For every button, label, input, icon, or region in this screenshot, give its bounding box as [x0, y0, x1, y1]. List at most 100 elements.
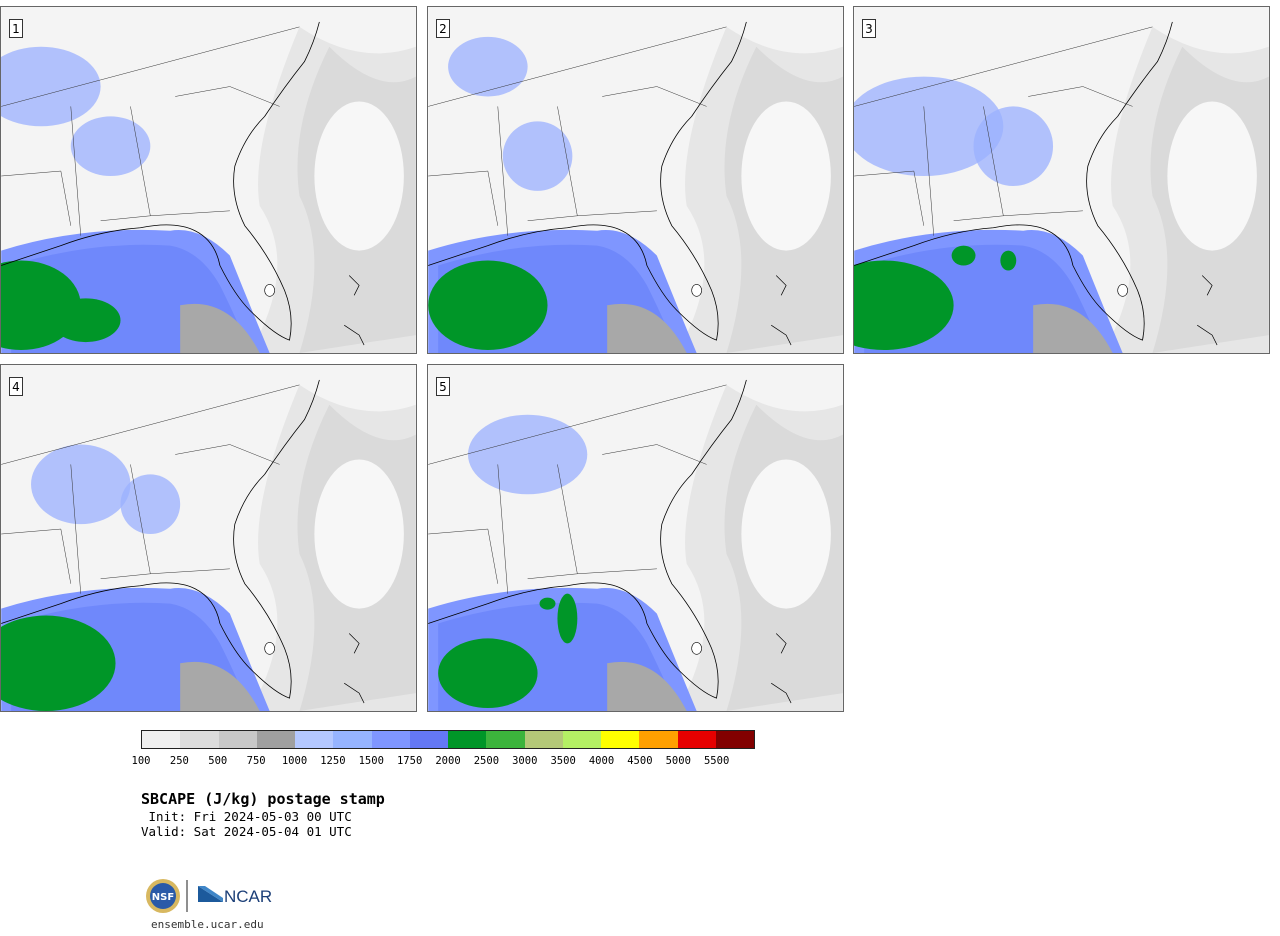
islands — [771, 633, 792, 704]
colorbar-tick-label: 1500 — [358, 755, 384, 767]
colorbar-tick-label: 2000 — [435, 755, 461, 767]
nsf-logo-text: NSF — [152, 892, 174, 903]
map-panel-3: 3 — [853, 6, 1270, 354]
init-time: Init: Fri 2024-05-03 00 UTC — [141, 809, 352, 824]
high-cape-area — [428, 260, 548, 351]
gulf-shade — [1033, 303, 1113, 353]
colorbar-tick-label: 5500 — [703, 755, 730, 767]
high-cape-area — [854, 260, 954, 351]
colorbar-swatch — [486, 731, 525, 748]
coastline — [1, 379, 320, 699]
state-borders — [1, 26, 300, 236]
ocean-clear — [1167, 101, 1257, 251]
land-cape — [502, 121, 573, 191]
logo-group: NSF NCAR — [145, 876, 275, 916]
colorbar-swatch — [142, 731, 181, 748]
islands — [1197, 275, 1218, 346]
colorbar-swatch — [677, 731, 716, 748]
gulf-shade — [607, 661, 687, 711]
high-cape-area — [50, 298, 121, 343]
land-cape — [1, 46, 101, 127]
ocean-clear — [314, 459, 404, 609]
colorbar-swatch — [256, 731, 295, 748]
panel-number: 2 — [436, 19, 450, 38]
state-borders — [428, 26, 727, 236]
colorbar-swatch — [639, 731, 678, 748]
lake — [691, 284, 702, 297]
ocean-clear — [314, 101, 404, 251]
map-svg — [1, 365, 416, 711]
gulf-shade — [607, 303, 687, 353]
lake — [264, 284, 275, 297]
islands — [344, 275, 365, 346]
nsf-logo-icon: NSF — [146, 879, 180, 913]
gulf-shade — [180, 303, 260, 353]
lake — [691, 642, 702, 655]
land-cape — [448, 36, 528, 97]
coastline — [1, 21, 320, 341]
gulf-shade — [180, 661, 260, 711]
map-svg — [854, 7, 1269, 353]
colorbar-swatch — [371, 731, 410, 748]
colorbar-swatch — [295, 731, 334, 748]
panel-number: 3 — [862, 19, 876, 38]
ocean-clear — [741, 101, 831, 251]
colorbar-tick-label: 4500 — [627, 755, 653, 767]
islands — [771, 275, 792, 346]
high-cape-area — [1000, 250, 1017, 271]
map-svg — [428, 365, 843, 711]
chart-title: SBCAPE (J/kg) postage stamp — [141, 790, 385, 808]
panel-number: 5 — [436, 377, 450, 396]
colorbar-labels: 100 250 500 750 1000 1250 1500 1750 2000 2500 3000… — [132, 755, 755, 769]
lake — [264, 642, 275, 655]
colorbar-tick-label: 250 — [169, 755, 189, 767]
map-panel-1: 1 — [0, 6, 417, 354]
land-cape — [854, 76, 1004, 177]
map-panel-5: 5 — [427, 364, 844, 712]
land-cape — [467, 414, 588, 495]
colorbar-swatch — [562, 731, 601, 748]
panel-number: 1 — [9, 19, 23, 38]
colorbar-tick-label: 1250 — [320, 755, 346, 767]
colorbar-tick-label: 3500 — [550, 755, 576, 767]
colorbar-swatch — [601, 731, 640, 748]
high-cape-area — [539, 597, 556, 610]
lake — [1117, 284, 1128, 297]
site-url: ensemble.ucar.edu — [151, 918, 264, 931]
colorbar-swatch — [715, 731, 754, 748]
colorbar-tick-label: 5000 — [665, 755, 691, 767]
ncar-logo-text: NCAR — [224, 887, 272, 906]
colorbar-swatch — [180, 731, 219, 748]
state-borders — [854, 26, 1153, 236]
colorbar-tick-label: 750 — [246, 755, 266, 767]
colorbar-swatch — [333, 731, 372, 748]
colorbar — [141, 730, 755, 749]
colorbar-tick-label: 2500 — [473, 755, 500, 767]
coastline — [428, 379, 747, 699]
ncar-logo-icon: NCAR — [198, 886, 272, 906]
panel-number: 4 — [9, 377, 23, 396]
state-borders — [1, 384, 300, 594]
colorbar-swatch — [448, 731, 487, 748]
colorbar-tick-label: 100 — [131, 755, 151, 767]
colorbar-swatch — [524, 731, 563, 748]
land-cape — [973, 106, 1054, 186]
colorbar-swatch — [409, 731, 448, 748]
valid-time: Valid: Sat 2024-05-04 01 UTC — [141, 824, 352, 839]
high-cape-area — [557, 593, 578, 644]
coastline — [854, 21, 1173, 341]
land-cape — [31, 444, 131, 525]
map-svg — [428, 7, 843, 353]
state-borders — [428, 384, 727, 594]
map-svg — [1, 7, 416, 353]
map-panel-2: 2 — [427, 6, 844, 354]
high-cape-area — [438, 638, 538, 709]
high-cape-area — [1, 615, 116, 711]
colorbar-tick-label: 4000 — [588, 755, 615, 767]
high-cape-area — [951, 245, 976, 266]
coastline — [428, 21, 747, 341]
islands — [344, 633, 365, 704]
ocean-clear — [741, 459, 831, 609]
map-panel-4: 4 — [0, 364, 417, 712]
colorbar-swatch — [218, 731, 257, 748]
